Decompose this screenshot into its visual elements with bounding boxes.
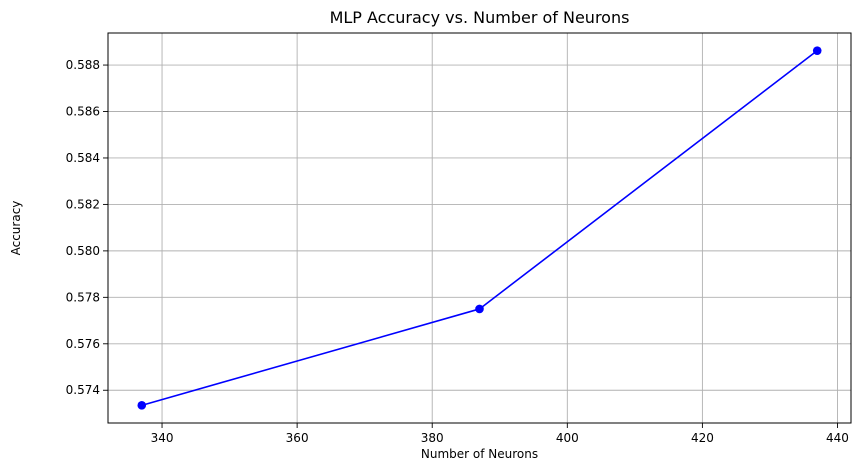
data-point	[812, 46, 822, 55]
x-tick-label: 420	[691, 431, 714, 445]
plot-area: 340 360 380 400 420 440 0.5740.5760.5780.5800…	[66, 32, 852, 445]
x-tick-label: 360	[286, 431, 309, 445]
x-tick-label: 340	[151, 431, 174, 445]
y-axis-ticks: 0.574 0.576 0.578 0.580 0.582 0.584 0.586 0.588	[66, 58, 108, 397]
x-tick-label: 400	[556, 431, 579, 445]
data-point	[137, 401, 147, 410]
x-tick-label: 380	[421, 431, 444, 445]
x-axis-label: Number of Neurons	[421, 447, 538, 461]
y-tick-label: 0.574	[66, 383, 100, 397]
series-layer	[137, 46, 822, 410]
y-tick-label: 0.582	[66, 197, 100, 211]
y-tick-label: 0.580	[66, 244, 100, 258]
y-axis-label: Accuracy	[9, 201, 23, 256]
x-axis-ticks: 340 360 380 400 420 440	[151, 423, 849, 445]
grid	[108, 33, 851, 423]
plot-background	[108, 33, 851, 423]
y-tick-label: 0.588	[66, 58, 100, 72]
x-tick-label: 440	[826, 431, 849, 445]
y-tick-label: 0.576	[66, 337, 100, 351]
data-point	[475, 304, 484, 314]
y-tick-label: 0.584	[66, 151, 100, 165]
y-tick-label: 0.586	[66, 105, 100, 119]
y-tick-label: 0.578	[66, 290, 100, 304]
plot-frame	[107, 32, 852, 424]
chart-title: MLP Accuracy vs. Number of Neurons	[330, 8, 630, 27]
